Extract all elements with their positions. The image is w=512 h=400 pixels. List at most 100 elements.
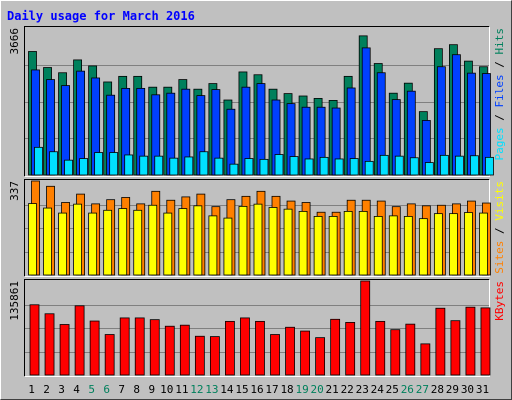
bar-pages-day-17 xyxy=(274,154,284,176)
bar-kbytes-day-18 xyxy=(285,326,295,376)
bar-pages-day-7 xyxy=(124,154,134,176)
bar-visits-day-24 xyxy=(373,216,383,276)
x-tick-label-day-4: 4 xyxy=(73,383,80,396)
x-tick-label-day-11: 11 xyxy=(175,383,188,396)
bar-kbytes-day-26 xyxy=(405,323,416,376)
x-tick-label-day-26: 26 xyxy=(401,383,414,396)
bar-visits-day-9 xyxy=(148,204,158,276)
bar-pages-day-12 xyxy=(199,151,209,176)
x-tick-label-day-17: 17 xyxy=(265,383,278,396)
bar-kbytes-day-24 xyxy=(375,320,386,376)
x-tick-label-day-7: 7 xyxy=(118,383,125,396)
x-tick-label-day-27: 27 xyxy=(416,383,429,396)
bar-visits-day-7 xyxy=(118,208,128,276)
x-tick-label-day-21: 21 xyxy=(326,383,339,396)
bar-visits-day-17 xyxy=(268,207,278,276)
x-tick-label-day-28: 28 xyxy=(431,383,444,396)
axis-label-part: / xyxy=(493,108,506,128)
x-tick-label-day-30: 30 xyxy=(461,383,474,396)
x-tick-label-day-6: 6 xyxy=(103,383,110,396)
bar-pages-day-23 xyxy=(364,160,374,176)
bar-pages-day-5 xyxy=(94,152,104,176)
x-tick-label-day-5: 5 xyxy=(88,383,95,396)
bar-visits-day-27 xyxy=(418,218,428,276)
axis-label-part: Visits xyxy=(493,181,506,221)
axis-label-part: Pages xyxy=(493,127,506,160)
panel-hits-files-pages: 3666 Pages / Files / Hits xyxy=(8,26,506,177)
bar-pages-day-4 xyxy=(79,158,88,176)
bar-pages-day-21 xyxy=(334,158,344,176)
x-tick-label-day-1: 1 xyxy=(28,383,35,396)
bar-kbytes-day-22 xyxy=(345,322,356,376)
bar-pages-day-1 xyxy=(34,146,43,176)
bar-kbytes-day-27 xyxy=(420,343,431,376)
bar-pages-day-26 xyxy=(409,157,419,176)
bar-kbytes-day-10 xyxy=(164,325,175,376)
bar-pages-day-31 xyxy=(485,156,494,176)
x-tick-label-day-3: 3 xyxy=(58,383,65,396)
bar-visits-day-4 xyxy=(73,203,82,276)
x-tick-label-day-25: 25 xyxy=(386,383,399,396)
bar-pages-day-13 xyxy=(214,157,224,176)
bar-visits-day-22 xyxy=(343,211,353,276)
bar-pages-day-27 xyxy=(424,162,434,176)
bar-kbytes-day-8 xyxy=(134,317,145,376)
bar-kbytes-day-15 xyxy=(240,317,250,376)
panel-border-dark xyxy=(24,179,490,277)
bar-visits-day-31 xyxy=(479,212,488,276)
bar-visits-day-11 xyxy=(178,208,188,276)
bar-kbytes-day-3 xyxy=(59,324,70,376)
bar-pages-day-9 xyxy=(154,155,164,176)
bar-kbytes-day-13 xyxy=(209,336,220,376)
bar-kbytes-day-19 xyxy=(300,330,310,376)
x-tick-label-day-29: 29 xyxy=(446,383,459,396)
axis-label-part: Hits xyxy=(493,28,506,55)
bar-visits-day-15 xyxy=(238,205,248,276)
bar-kbytes-day-1 xyxy=(29,304,40,376)
bar-kbytes-day-9 xyxy=(149,319,160,376)
x-tick-label-day-10: 10 xyxy=(160,383,173,396)
bar-visits-day-19 xyxy=(298,211,308,276)
panel-kbytes: 135861 KBytes xyxy=(8,279,506,377)
axis-label-part: / xyxy=(493,55,506,75)
x-tick-label-day-31: 31 xyxy=(476,383,489,396)
x-tick-label-day-9: 9 xyxy=(148,383,155,396)
x-tick-label-day-16: 16 xyxy=(250,383,263,396)
x-tick-label-day-18: 18 xyxy=(280,383,293,396)
bar-visits-day-3 xyxy=(58,212,67,276)
bar-visits-day-18 xyxy=(283,208,293,276)
bar-kbytes-day-4 xyxy=(74,305,85,376)
bar-kbytes-day-28 xyxy=(435,307,446,376)
x-tick-label-day-19: 19 xyxy=(295,383,308,396)
bar-kbytes-day-11 xyxy=(179,324,190,376)
bar-visits-day-26 xyxy=(403,216,413,276)
bar-visits-day-10 xyxy=(163,212,173,276)
bar-files-day-23 xyxy=(361,47,371,176)
bar-kbytes-day-31 xyxy=(480,307,491,376)
panel-border-dark xyxy=(24,279,490,377)
y-max-label: 337 xyxy=(8,181,21,201)
chart-title: Daily usage for March 2016 xyxy=(7,9,195,23)
axis-label-sites-visits: Sites / Visits xyxy=(493,181,506,274)
bar-pages-day-29 xyxy=(455,155,464,176)
bar-visits-day-30 xyxy=(464,212,473,276)
bar-visits-day-13 xyxy=(208,215,218,276)
axis-label-part: / xyxy=(493,221,506,241)
bar-pages-day-24 xyxy=(379,154,389,176)
x-axis-labels: 1 2 3 4 5 6 7 8 9 10 11 12 13 14 15 16 17 18 19 20 21 22 23 24 2… xyxy=(28,383,489,396)
bar-pages-day-3 xyxy=(64,159,73,176)
bar-visits-day-8 xyxy=(133,209,143,276)
bar-visits-day-14 xyxy=(223,217,233,276)
bar-kbytes-day-2 xyxy=(44,313,55,376)
panel-sites-visits: 337 Sites / Visits xyxy=(8,179,506,277)
y-max-label: 3666 xyxy=(8,28,21,55)
x-tick-label-day-13: 13 xyxy=(205,383,218,396)
bar-visits-day-28 xyxy=(433,213,443,276)
bar-kbytes-day-12 xyxy=(194,335,205,376)
bar-kbytes-day-21 xyxy=(330,318,341,376)
x-tick-label-day-8: 8 xyxy=(133,383,140,396)
axis-label-kbytes: KBytes xyxy=(493,281,506,321)
x-tick-label-day-23: 23 xyxy=(356,383,369,396)
